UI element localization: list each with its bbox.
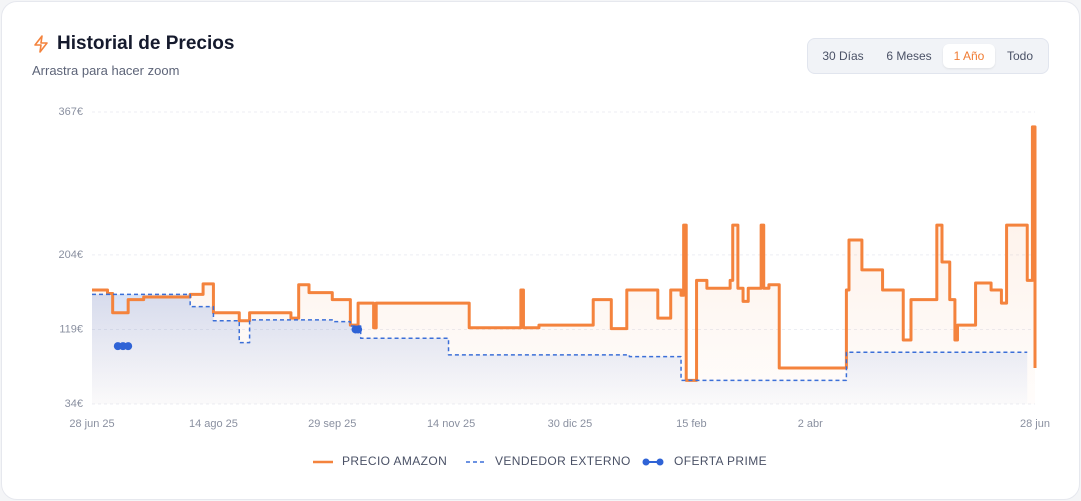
prime-dot [354, 325, 363, 334]
x-tick-label: 14 ago 25 [189, 418, 238, 430]
range-tab[interactable]: 30 Días [822, 49, 864, 63]
y-tick-label: 119€ [59, 323, 83, 335]
y-tick-label: 204€ [59, 249, 83, 261]
x-tick-label: 14 nov 25 [427, 418, 475, 430]
y-tick-label: 34€ [65, 398, 83, 410]
range-tab[interactable]: 6 Meses [886, 49, 932, 63]
range-tab[interactable]: Todo [1006, 49, 1034, 63]
legend-label: VENDEDOR EXTERNO [495, 454, 631, 468]
range-tabs: 30 Días 6 Meses 1 Año Todo [807, 38, 1049, 74]
y-tick-label: 367€ [59, 106, 83, 118]
legend-swatch [656, 458, 664, 466]
legend-label: OFERTA PRIME [674, 454, 767, 468]
x-tick-label: 30 dic 25 [548, 418, 593, 430]
range-tab[interactable]: 1 Año [943, 44, 995, 68]
lightning-icon [34, 35, 48, 53]
x-tick-label: 28 jun 25 [69, 418, 114, 430]
subtitle: Arrastra para hacer zoom [32, 63, 180, 78]
title: Historial de Precios [57, 33, 235, 54]
price-line [92, 125, 1037, 382]
x-tick-label: 29 sep 25 [308, 418, 356, 430]
x-tick-label: 28 jun [1020, 418, 1050, 430]
area [92, 294, 1028, 404]
legend-swatch [642, 458, 650, 466]
price-line [92, 293, 1028, 382]
x-tick-label: 2 abr [798, 418, 823, 430]
x-tick-label: 15 feb [676, 418, 707, 430]
prime-dot [124, 342, 133, 351]
legend-label: PRECIO AMAZON [342, 454, 447, 468]
